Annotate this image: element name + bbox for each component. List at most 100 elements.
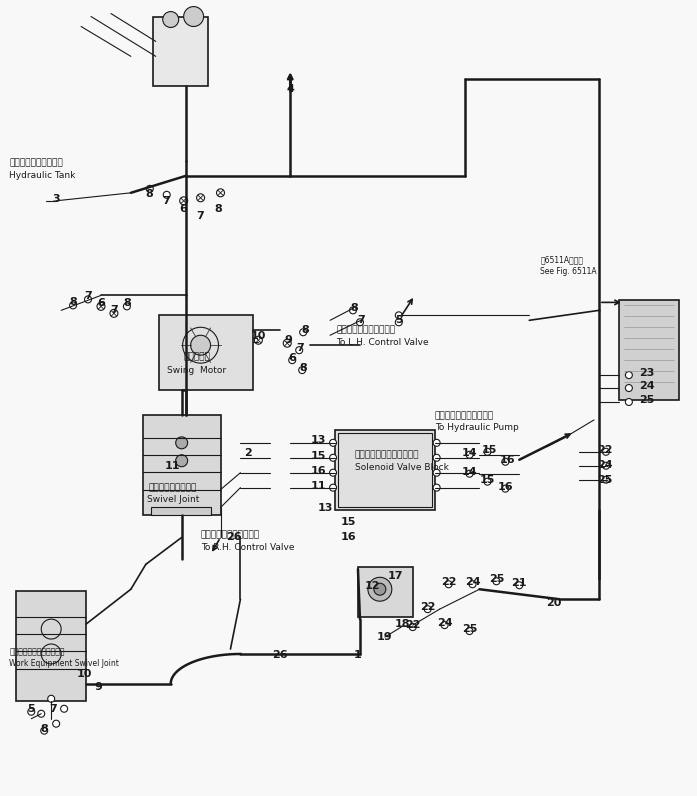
Text: Hydraulic Tank: Hydraulic Tank bbox=[9, 171, 76, 181]
Circle shape bbox=[445, 581, 452, 587]
Text: 22: 22 bbox=[441, 577, 457, 587]
Text: 7: 7 bbox=[49, 704, 57, 714]
Text: 25: 25 bbox=[489, 574, 504, 584]
Bar bbox=[151, 506, 210, 514]
Text: See Fig. 6511A: See Fig. 6511A bbox=[540, 267, 597, 276]
Text: 13: 13 bbox=[317, 502, 332, 513]
Circle shape bbox=[466, 451, 473, 458]
Bar bbox=[335, 430, 435, 509]
Bar bbox=[358, 568, 413, 617]
Circle shape bbox=[493, 578, 500, 585]
Text: 11: 11 bbox=[165, 461, 181, 470]
Circle shape bbox=[368, 577, 392, 601]
Circle shape bbox=[466, 627, 473, 634]
Text: 6: 6 bbox=[289, 353, 296, 363]
Circle shape bbox=[602, 448, 609, 455]
Text: 26: 26 bbox=[226, 533, 241, 542]
Text: 24: 24 bbox=[597, 460, 613, 470]
Text: 14: 14 bbox=[461, 448, 477, 458]
Text: 15: 15 bbox=[482, 445, 497, 455]
Text: 14: 14 bbox=[461, 466, 477, 477]
Circle shape bbox=[191, 335, 210, 355]
Text: 8: 8 bbox=[299, 363, 307, 373]
Circle shape bbox=[409, 623, 416, 630]
Text: 9: 9 bbox=[284, 335, 292, 345]
Text: 22: 22 bbox=[420, 602, 436, 612]
Text: 7: 7 bbox=[357, 315, 365, 326]
Text: Swivel Joint: Swivel Joint bbox=[146, 495, 199, 504]
Text: 8: 8 bbox=[215, 204, 222, 214]
Text: 6: 6 bbox=[180, 204, 187, 214]
Bar bbox=[143, 415, 220, 514]
Text: 26: 26 bbox=[273, 650, 288, 660]
Text: 16: 16 bbox=[500, 455, 515, 465]
Circle shape bbox=[84, 296, 91, 303]
Text: 15: 15 bbox=[480, 474, 495, 485]
Text: 9: 9 bbox=[94, 682, 102, 692]
Text: 23: 23 bbox=[639, 368, 654, 378]
Text: 12: 12 bbox=[365, 581, 381, 591]
Circle shape bbox=[502, 458, 509, 465]
Circle shape bbox=[300, 329, 307, 336]
Bar bbox=[159, 315, 254, 390]
Circle shape bbox=[625, 399, 632, 405]
Text: スイベルジョイント: スイベルジョイント bbox=[148, 483, 197, 492]
Circle shape bbox=[374, 583, 386, 595]
Text: 旋回モータ: 旋回モータ bbox=[183, 353, 210, 361]
Text: 25: 25 bbox=[462, 624, 477, 634]
Circle shape bbox=[296, 347, 302, 353]
Text: 20: 20 bbox=[546, 598, 562, 608]
Text: To L.H. Control Valve: To L.H. Control Valve bbox=[336, 338, 429, 347]
Text: ハイドロリックタンク: ハイドロリックタンク bbox=[9, 158, 63, 167]
Text: ハイドロリックポンプへ: ハイドロリックポンプへ bbox=[435, 412, 493, 420]
Text: 8: 8 bbox=[350, 303, 358, 314]
Circle shape bbox=[61, 705, 68, 712]
Text: 17: 17 bbox=[388, 572, 404, 581]
Text: 22: 22 bbox=[597, 445, 613, 455]
Text: 13: 13 bbox=[310, 435, 325, 445]
Circle shape bbox=[28, 708, 35, 716]
Text: 8: 8 bbox=[40, 724, 48, 734]
Text: 第6511A図参照: 第6511A図参照 bbox=[540, 255, 583, 264]
Bar bbox=[338, 433, 431, 506]
Circle shape bbox=[602, 462, 609, 469]
Circle shape bbox=[484, 448, 491, 455]
Text: 右コントロールバルブへ: 右コントロールバルブへ bbox=[201, 530, 260, 539]
Text: 7: 7 bbox=[84, 291, 92, 302]
Circle shape bbox=[484, 478, 491, 485]
Circle shape bbox=[53, 720, 60, 728]
Text: 19: 19 bbox=[377, 632, 392, 642]
Circle shape bbox=[163, 191, 170, 198]
Text: To Hydraulic Pump: To Hydraulic Pump bbox=[435, 423, 519, 432]
Circle shape bbox=[47, 696, 54, 702]
Text: 21: 21 bbox=[512, 578, 527, 588]
Text: 6: 6 bbox=[97, 298, 105, 308]
Text: 11: 11 bbox=[310, 481, 326, 490]
Text: 7: 7 bbox=[296, 343, 304, 353]
Circle shape bbox=[469, 581, 476, 587]
Text: 10: 10 bbox=[77, 669, 92, 679]
Text: 24: 24 bbox=[465, 577, 480, 587]
Circle shape bbox=[176, 437, 187, 449]
Circle shape bbox=[433, 439, 440, 447]
Text: 7: 7 bbox=[162, 196, 169, 206]
Bar bbox=[619, 300, 679, 400]
Text: 25: 25 bbox=[597, 474, 613, 485]
Text: ソレノイドバルブブロック: ソレノイドバルブブロック bbox=[355, 451, 420, 459]
Text: 25: 25 bbox=[639, 395, 654, 405]
Text: 作業機スイベルジョイント: 作業機スイベルジョイント bbox=[9, 647, 65, 657]
Circle shape bbox=[289, 357, 296, 364]
Text: 16: 16 bbox=[340, 533, 355, 542]
Text: 4: 4 bbox=[286, 84, 294, 94]
Circle shape bbox=[330, 469, 337, 476]
Circle shape bbox=[625, 372, 632, 379]
Circle shape bbox=[424, 606, 431, 613]
Circle shape bbox=[356, 319, 363, 326]
Circle shape bbox=[38, 710, 45, 717]
Text: 22: 22 bbox=[405, 620, 420, 630]
Bar bbox=[16, 591, 86, 700]
Circle shape bbox=[502, 485, 509, 492]
Text: 24: 24 bbox=[437, 618, 452, 628]
Text: 7: 7 bbox=[197, 211, 204, 220]
Circle shape bbox=[146, 185, 153, 193]
